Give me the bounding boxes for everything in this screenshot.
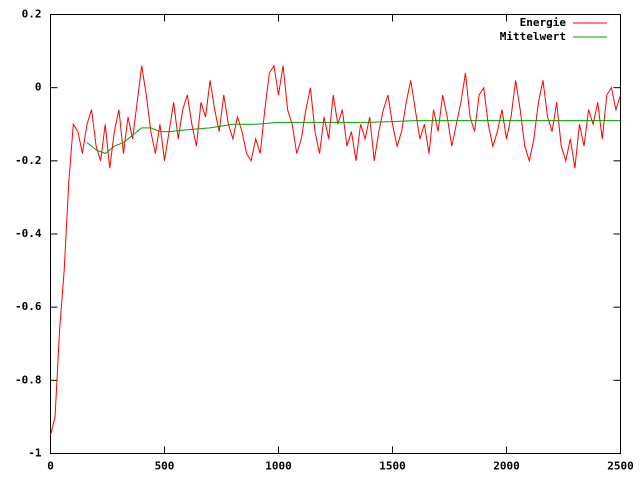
legend-label: Energie xyxy=(520,16,567,29)
legend-label: Mittelwert xyxy=(500,30,566,43)
y-tick-label: 0 xyxy=(35,81,42,94)
series-line xyxy=(50,64,621,436)
y-tick-label: -0.2 xyxy=(15,154,42,167)
series-line xyxy=(86,120,621,155)
x-tick-label: 2000 xyxy=(493,460,520,473)
y-tick-label: -0.4 xyxy=(15,227,42,240)
y-tick-label: -0.8 xyxy=(15,373,42,386)
x-tick-label: 1500 xyxy=(379,460,406,473)
plot-border xyxy=(50,14,621,454)
y-tick-label: -0.6 xyxy=(15,300,42,313)
x-tick-label: 500 xyxy=(155,460,175,473)
x-tick-label: 1000 xyxy=(265,460,292,473)
y-tick-label: 0.2 xyxy=(22,8,42,21)
y-tick-label: -1 xyxy=(28,447,42,460)
x-tick-label: 2500 xyxy=(607,460,634,473)
x-tick-label: 0 xyxy=(47,460,54,473)
